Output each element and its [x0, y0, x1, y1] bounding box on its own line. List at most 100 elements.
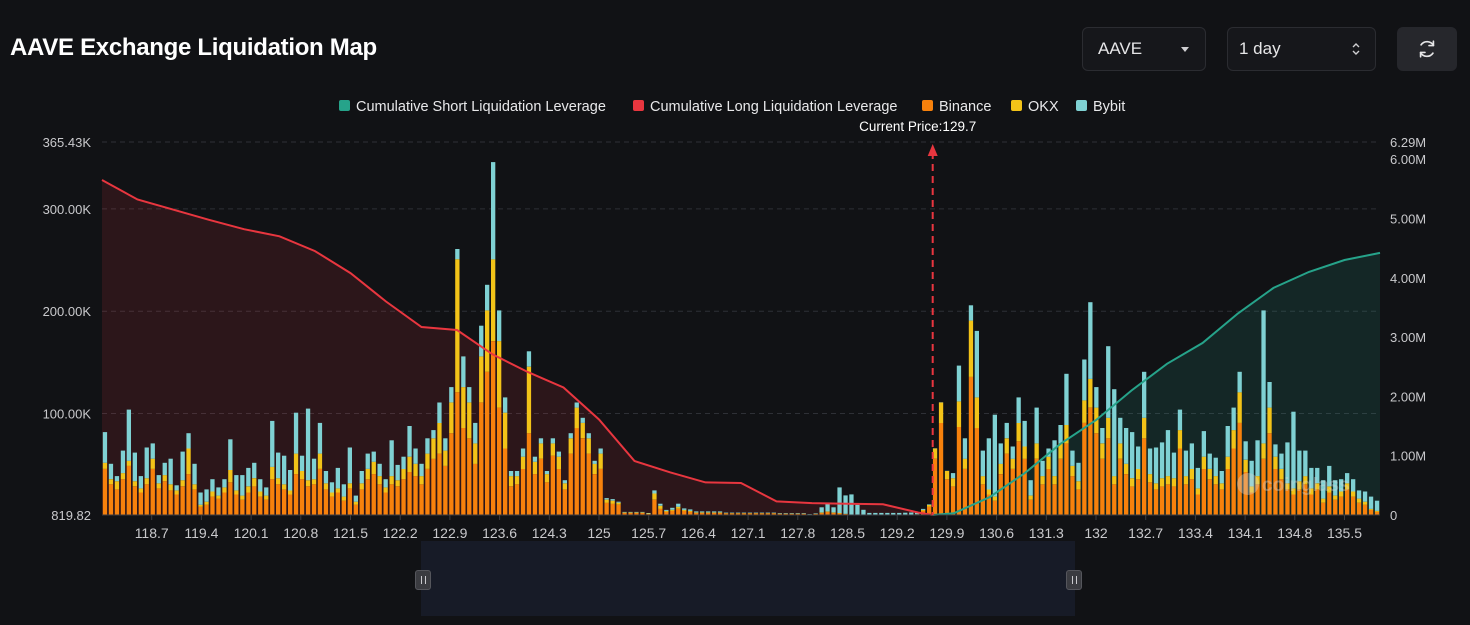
bar-segment-binance[interactable]: [401, 479, 406, 515]
bar-segment-bybit[interactable]: [1028, 480, 1033, 496]
bar-segment-bybit[interactable]: [652, 490, 657, 494]
bar-segment-binance[interactable]: [234, 494, 239, 516]
bar-segment-bybit[interactable]: [413, 448, 418, 464]
bar-segment-bybit[interactable]: [909, 512, 914, 515]
bar-segment-okx[interactable]: [353, 501, 358, 505]
bar-segment-bybit[interactable]: [1195, 467, 1200, 489]
bar-segment-okx[interactable]: [258, 491, 263, 497]
bar-segment-binance[interactable]: [1279, 479, 1284, 515]
bar-segment-bybit[interactable]: [717, 511, 723, 513]
bar-segment-okx[interactable]: [449, 402, 454, 434]
bar-segment-okx[interactable]: [568, 438, 573, 454]
bar-segment-bybit[interactable]: [616, 501, 621, 503]
bar-segment-bybit[interactable]: [759, 512, 765, 514]
bar-segment-okx[interactable]: [395, 480, 400, 487]
bar-segment-okx[interactable]: [658, 505, 663, 509]
bar-segment-okx[interactable]: [1309, 488, 1314, 495]
bar-segment-okx[interactable]: [1368, 508, 1374, 510]
bar-segment-binance[interactable]: [317, 469, 323, 515]
bar-segment-binance[interactable]: [455, 392, 460, 515]
bar-segment-bybit[interactable]: [1058, 425, 1063, 444]
bar-segment-binance[interactable]: [986, 494, 991, 516]
bar-segment-okx[interactable]: [1201, 456, 1206, 469]
bar-segment-binance[interactable]: [514, 484, 520, 515]
bar-segment-bybit[interactable]: [562, 480, 567, 484]
bar-segment-okx[interactable]: [706, 512, 711, 513]
bar-segment-bybit[interactable]: [831, 507, 836, 513]
bar-segment-binance[interactable]: [174, 494, 179, 516]
bar-segment-okx[interactable]: [950, 478, 956, 487]
bar-segment-okx[interactable]: [437, 422, 442, 454]
bar-segment-binance[interactable]: [508, 486, 514, 515]
bar-segment-binance[interactable]: [783, 513, 788, 515]
bar-segment-okx[interactable]: [186, 448, 191, 475]
bar-segment-binance[interactable]: [1368, 509, 1374, 515]
bar-segment-binance[interactable]: [694, 513, 699, 515]
bar-segment-okx[interactable]: [1088, 378, 1093, 408]
bar-segment-binance[interactable]: [1100, 458, 1105, 515]
bar-segment-bybit[interactable]: [252, 462, 257, 479]
bar-segment-okx[interactable]: [413, 463, 418, 477]
bar-segment-bybit[interactable]: [1022, 420, 1027, 447]
bar-segment-okx[interactable]: [1273, 456, 1278, 469]
bar-segment-okx[interactable]: [1171, 478, 1177, 487]
bar-segment-bybit[interactable]: [156, 475, 161, 484]
bar-segment-binance[interactable]: [1345, 489, 1350, 515]
bar-segment-binance[interactable]: [1189, 479, 1194, 515]
bar-segment-okx[interactable]: [252, 478, 257, 487]
bar-segment-okx[interactable]: [1345, 483, 1350, 490]
bar-segment-binance[interactable]: [1201, 469, 1206, 515]
bar-segment-binance[interactable]: [777, 513, 782, 515]
bar-segment-okx[interactable]: [1213, 476, 1218, 485]
bar-segment-bybit[interactable]: [1153, 447, 1159, 484]
bar-segment-bybit[interactable]: [1315, 467, 1320, 484]
bar-segment-okx[interactable]: [102, 462, 108, 469]
bar-segment-binance[interactable]: [126, 465, 131, 515]
bar-segment-bybit[interactable]: [1291, 411, 1296, 489]
bar-segment-bybit[interactable]: [956, 365, 962, 402]
bar-segment-bybit[interactable]: [389, 440, 394, 477]
bar-segment-bybit[interactable]: [921, 508, 926, 510]
bar-segment-binance[interactable]: [795, 513, 800, 515]
bar-segment-okx[interactable]: [1034, 443, 1039, 459]
bar-segment-okx[interactable]: [347, 483, 352, 489]
bar-segment-binance[interactable]: [1130, 486, 1135, 515]
bar-segment-binance[interactable]: [473, 463, 478, 515]
bar-segment-binance[interactable]: [198, 506, 203, 515]
bar-segment-bybit[interactable]: [903, 512, 908, 515]
bar-segment-bybit[interactable]: [1177, 409, 1183, 431]
bar-segment-binance[interactable]: [1118, 458, 1123, 515]
bar-segment-bybit[interactable]: [676, 503, 681, 507]
bar-segment-okx[interactable]: [1339, 491, 1344, 497]
bar-segment-bybit[interactable]: [1112, 389, 1117, 477]
bar-segment-binance[interactable]: [311, 484, 317, 515]
bar-segment-bybit[interactable]: [126, 409, 131, 461]
bar-segment-binance[interactable]: [383, 492, 388, 516]
bar-segment-bybit[interactable]: [1309, 467, 1314, 489]
bar-segment-okx[interactable]: [144, 478, 149, 485]
bar-segment-bybit[interactable]: [210, 479, 215, 492]
bar-segment-okx[interactable]: [1285, 483, 1290, 490]
bar-segment-okx[interactable]: [1010, 458, 1015, 469]
bar-segment-okx[interactable]: [628, 512, 633, 513]
bar-segment-bybit[interactable]: [789, 513, 794, 514]
bar-segment-bybit[interactable]: [813, 513, 818, 514]
bar-segment-bybit[interactable]: [234, 475, 239, 491]
bar-segment-binance[interactable]: [927, 506, 932, 515]
bar-segment-bybit[interactable]: [359, 471, 364, 484]
bar-segment-binance[interactable]: [717, 513, 723, 515]
bar-segment-bybit[interactable]: [735, 512, 741, 514]
bar-segment-bybit[interactable]: [258, 479, 263, 492]
bar-segment-binance[interactable]: [598, 469, 603, 515]
bar-segment-binance[interactable]: [538, 458, 544, 515]
bar-segment-binance[interactable]: [461, 428, 466, 515]
bar-segment-bybit[interactable]: [174, 485, 179, 491]
bar-segment-okx[interactable]: [389, 476, 394, 485]
bar-segment-okx[interactable]: [1225, 456, 1230, 469]
bar-segment-binance[interactable]: [664, 511, 669, 515]
bar-segment-bybit[interactable]: [741, 512, 747, 514]
bar-segment-bybit[interactable]: [855, 504, 860, 515]
bar-segment-okx[interactable]: [640, 512, 645, 513]
bar-segment-binance[interactable]: [837, 513, 842, 516]
bar-segment-bybit[interactable]: [365, 453, 370, 469]
